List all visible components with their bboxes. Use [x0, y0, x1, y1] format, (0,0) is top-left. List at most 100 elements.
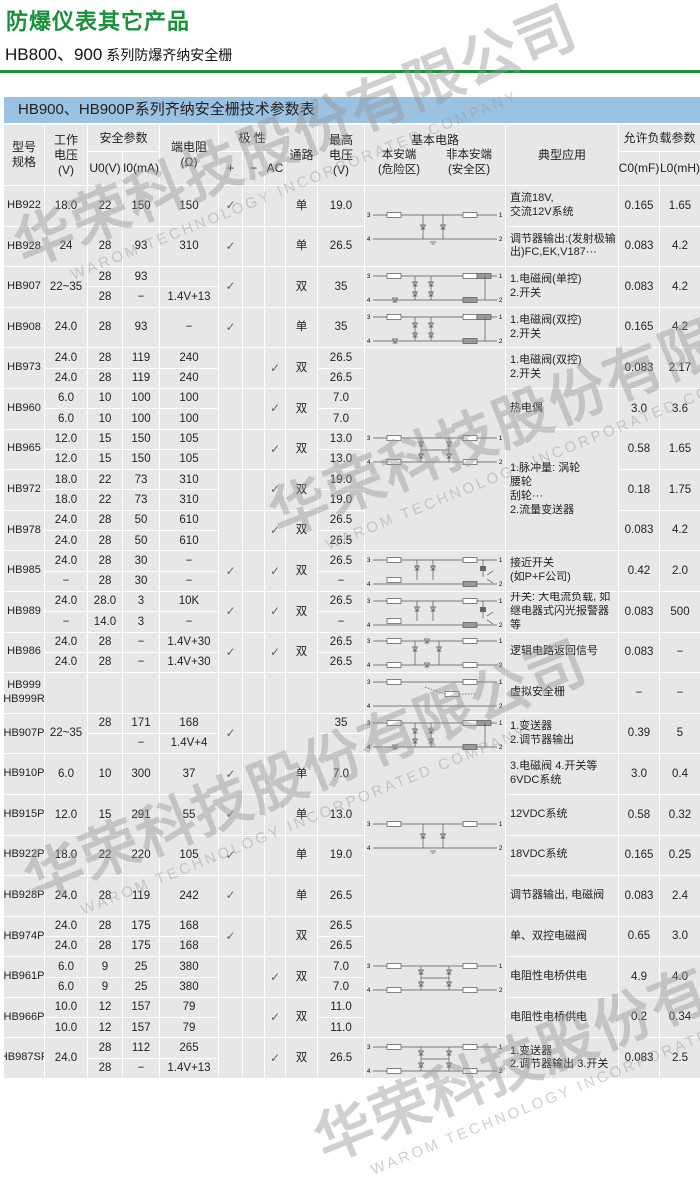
u0-cell: 28.0 [88, 591, 122, 612]
u0-cell: 28 [88, 1058, 122, 1079]
vmax-cell: 26.5 [318, 348, 364, 368]
svg-text:4: 4 [367, 988, 371, 994]
header-voltage: 工作 电压 (V) [45, 125, 87, 185]
circuit-diagram: 3 4 1 2 [367, 557, 503, 588]
i0-cell: 25 [123, 957, 159, 977]
polarity-ac-cell [265, 267, 285, 307]
u0-cell: 28 [88, 876, 122, 916]
voltage-cell: − [45, 612, 87, 632]
c0-cell: 0.42 [619, 551, 659, 591]
c0-cell: 0.083 [619, 632, 659, 673]
polarity-minus-cell [243, 997, 264, 1038]
polarity-ac-cell: ✓ [265, 591, 285, 632]
polarity-plus-cell: ✓ [219, 632, 242, 673]
l0-cell: 1.65 [660, 186, 700, 226]
vmax-cell: 26.5 [318, 652, 364, 673]
svg-text:3: 3 [367, 558, 371, 564]
resistance-cell: 380 [160, 957, 218, 977]
polarity-minus-cell [243, 388, 264, 429]
application-cell: 逻辑电路返回信号 [506, 632, 618, 673]
vmax-cell: 26.5 [318, 510, 364, 531]
resistance-cell: 100 [160, 409, 218, 429]
resistance-cell: 240 [160, 348, 218, 368]
voltage-cell: 24.0 [45, 652, 87, 673]
u0-cell: 28 [88, 226, 122, 267]
c0-cell: 0.165 [619, 186, 659, 226]
circuit-virtual-cell: 3 4 1 2 [365, 673, 505, 713]
application-cell: 电阻性电桥供电 [506, 997, 618, 1038]
polarity-plus-cell [219, 957, 242, 997]
subheading-text: 系列防爆齐纳安全栅 [102, 47, 233, 63]
application-cell: 1.脉冲量: 涡轮 腰轮 刮轮··· 2.流量变送器 [506, 429, 618, 551]
resistance-cell: 610 [160, 531, 218, 551]
i0-cell: − [123, 652, 159, 673]
check-icon: ✓ [225, 847, 236, 862]
resistance-cell: 105 [160, 449, 218, 470]
svg-text:2: 2 [499, 988, 503, 994]
svg-text:2: 2 [499, 237, 503, 243]
svg-text:2: 2 [499, 339, 503, 345]
svg-text:2: 2 [499, 704, 503, 710]
channel-cell: 单 [286, 754, 317, 794]
l0-cell: 4.2 [660, 307, 700, 348]
u0-cell: 10 [88, 754, 122, 794]
voltage-cell: 24.0 [45, 531, 87, 551]
header-circuit-left: 本安端 (危险区) [377, 149, 421, 176]
resistance-cell: − [160, 571, 218, 591]
i0-cell [123, 673, 159, 713]
resistance-cell [160, 673, 218, 713]
svg-text:3: 3 [367, 639, 371, 645]
vmax-cell: 7.0 [318, 957, 364, 977]
svg-text:2: 2 [499, 298, 503, 304]
svg-text:2: 2 [499, 1069, 503, 1075]
u0-cell: 28 [88, 632, 122, 652]
voltage-cell: 6.0 [45, 754, 87, 794]
model-name: HB966P [4, 997, 44, 1038]
i0-cell: 175 [123, 916, 159, 936]
header-circuit: 基本电路 本安端 (危险区) 非本安端 (安全区) [365, 125, 505, 185]
i0-cell: 119 [123, 876, 159, 916]
voltage-cell: 24.0 [45, 368, 87, 388]
i0-cell: 73 [123, 490, 159, 510]
svg-text:1: 1 [499, 964, 503, 970]
svg-text:1: 1 [499, 315, 503, 321]
vmax-cell: 26.5 [318, 591, 364, 612]
resistance-cell: 265 [160, 1038, 218, 1058]
voltage-cell: 18.0 [45, 470, 87, 490]
u0-cell: 28 [88, 267, 122, 287]
i0-cell: 171 [123, 713, 159, 734]
svg-text:1: 1 [499, 213, 503, 219]
resistance-cell: 55 [160, 794, 218, 835]
polarity-plus-cell [219, 348, 242, 388]
i0-cell: 291 [123, 794, 159, 835]
resistance-cell: 10K [160, 591, 218, 612]
polarity-plus-cell: ✓ [219, 267, 242, 307]
circuit-switch-cell: 3 4 1 2 [365, 551, 505, 591]
polarity-minus-cell [243, 876, 264, 916]
voltage-cell: 24.0 [45, 632, 87, 652]
polarity-ac-cell [265, 186, 285, 226]
application-cell: 1.电磁阀(单控) 2.开关 [506, 267, 618, 307]
svg-text:3: 3 [367, 680, 371, 686]
polarity-minus-cell [243, 267, 264, 307]
polarity-ac-cell: ✓ [265, 632, 285, 673]
svg-text:2: 2 [499, 846, 503, 852]
u0-cell: 15 [88, 794, 122, 835]
channel-cell: 双 [286, 470, 317, 510]
u0-cell: 10 [88, 409, 122, 429]
model-name: HB922P [4, 835, 44, 876]
check-icon: ✓ [269, 1010, 281, 1025]
check-icon: ✓ [225, 928, 236, 943]
vmax-cell: 26.5 [318, 1038, 364, 1079]
voltage-cell: 24.0 [45, 510, 87, 531]
vmax-cell: 35 [318, 307, 364, 348]
circuit-valve-cell: 3 4 1 2 [365, 713, 505, 754]
channel-cell: 双 [286, 551, 317, 591]
model-name: HB910P [4, 754, 44, 794]
polarity-ac-cell: ✓ [265, 388, 285, 429]
resistance-cell: 168 [160, 936, 218, 957]
c0-cell: 0.083 [619, 591, 659, 632]
application-cell: 开关: 大电流负载, 如 继电器式闪光报警器等 [506, 591, 618, 632]
c0-cell: 4.9 [619, 957, 659, 997]
model-name: HB907P [4, 713, 44, 754]
